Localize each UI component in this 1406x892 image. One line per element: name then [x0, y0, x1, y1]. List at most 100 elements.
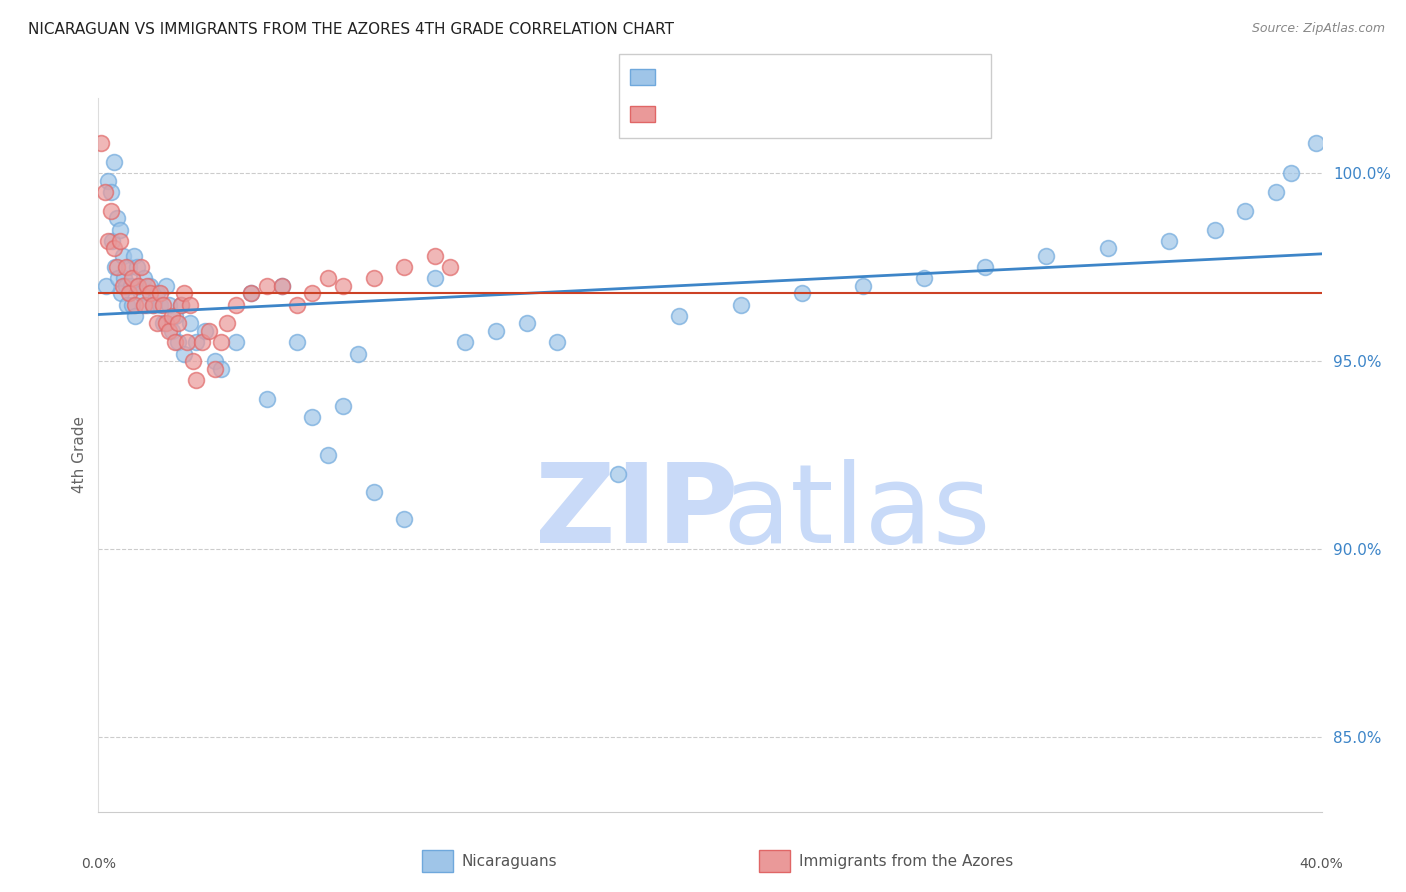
- Point: [240, 286, 263, 301]
- Point: [118, 260, 141, 274]
- Point: [139, 286, 162, 301]
- Point: [167, 317, 190, 331]
- Point: [115, 279, 138, 293]
- Point: [332, 279, 354, 293]
- Point: [240, 286, 263, 301]
- Text: R =: R =: [664, 107, 692, 121]
- Point: [129, 260, 152, 274]
- Point: [112, 271, 135, 285]
- Point: [546, 335, 568, 350]
- Point: [204, 361, 226, 376]
- Point: [1204, 222, 1226, 236]
- Point: [105, 260, 128, 274]
- Point: [120, 279, 142, 293]
- Point: [145, 286, 167, 301]
- Point: [215, 317, 238, 331]
- Point: [129, 286, 152, 301]
- Point: [152, 317, 174, 331]
- Point: [316, 448, 339, 462]
- Point: [225, 298, 247, 312]
- Point: [179, 317, 201, 331]
- Point: [607, 467, 630, 481]
- Point: [160, 309, 183, 323]
- Point: [152, 298, 174, 312]
- Point: [1097, 241, 1119, 255]
- Point: [301, 286, 323, 301]
- Point: [101, 234, 124, 248]
- Text: Nicaraguans: Nicaraguans: [461, 855, 557, 869]
- Point: [100, 203, 122, 218]
- Point: [103, 241, 125, 255]
- Point: [97, 174, 120, 188]
- Text: 40.0%: 40.0%: [1299, 857, 1344, 871]
- Text: Source: ZipAtlas.com: Source: ZipAtlas.com: [1251, 22, 1385, 36]
- Text: atlas: atlas: [723, 458, 991, 566]
- Point: [485, 324, 508, 338]
- Point: [1264, 185, 1286, 199]
- Point: [790, 286, 813, 301]
- Point: [316, 271, 339, 285]
- Point: [117, 298, 139, 312]
- Point: [163, 309, 186, 323]
- Point: [124, 309, 146, 323]
- Text: ZIP: ZIP: [534, 458, 738, 566]
- Point: [170, 298, 193, 312]
- Point: [157, 298, 180, 312]
- Point: [270, 279, 294, 293]
- Point: [194, 324, 217, 338]
- Point: [160, 324, 183, 338]
- Point: [134, 298, 156, 312]
- Text: 0.0%: 0.0%: [82, 857, 115, 871]
- Point: [423, 271, 446, 285]
- Point: [97, 234, 120, 248]
- Point: [142, 298, 165, 312]
- Point: [173, 286, 195, 301]
- Point: [100, 185, 122, 199]
- Point: [149, 298, 172, 312]
- Point: [136, 298, 159, 312]
- Point: [107, 271, 129, 285]
- Point: [115, 260, 138, 274]
- Point: [186, 335, 208, 350]
- Point: [142, 298, 165, 312]
- Point: [197, 324, 219, 338]
- Point: [121, 298, 143, 312]
- Point: [90, 136, 112, 151]
- Point: [285, 335, 308, 350]
- Point: [104, 260, 127, 274]
- Point: [392, 512, 416, 526]
- Point: [912, 271, 935, 285]
- Point: [155, 279, 177, 293]
- Point: [170, 298, 193, 312]
- Point: [139, 279, 162, 293]
- Point: [191, 335, 214, 350]
- Point: [108, 234, 131, 248]
- Point: [225, 335, 247, 350]
- Point: [256, 392, 278, 406]
- Text: N =: N =: [815, 107, 845, 121]
- Point: [125, 260, 148, 274]
- Point: [1035, 249, 1057, 263]
- Point: [454, 335, 477, 350]
- Point: [668, 309, 690, 323]
- Point: [285, 298, 308, 312]
- Point: [1157, 234, 1180, 248]
- Text: -0.000: -0.000: [731, 107, 786, 121]
- Point: [155, 317, 177, 331]
- Point: [157, 324, 180, 338]
- Point: [852, 279, 875, 293]
- Point: [103, 155, 125, 169]
- Point: [1305, 136, 1327, 151]
- Point: [439, 260, 461, 274]
- Point: [301, 410, 323, 425]
- Point: [974, 260, 997, 274]
- Point: [93, 185, 115, 199]
- Point: [163, 335, 186, 350]
- Point: [392, 260, 416, 274]
- Point: [181, 354, 204, 368]
- Point: [176, 335, 198, 350]
- Point: [127, 279, 149, 293]
- Text: R =: R =: [664, 70, 692, 84]
- Point: [124, 298, 146, 312]
- Point: [105, 211, 128, 226]
